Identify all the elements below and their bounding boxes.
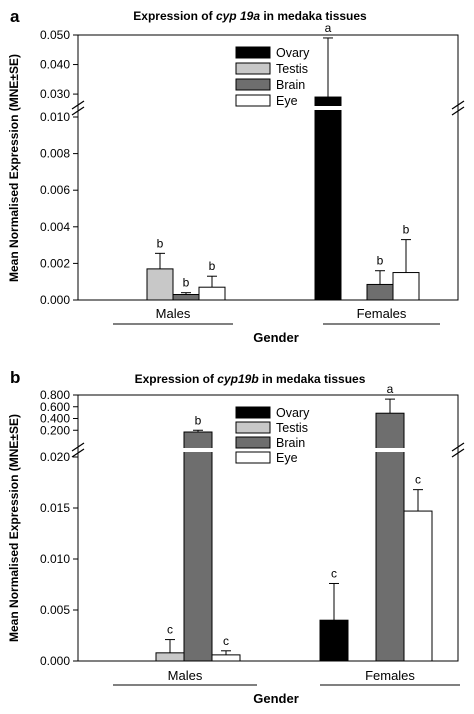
bar-eye-males — [198, 286, 226, 301]
chart-title-part: in medaka tissues — [259, 372, 366, 386]
axis-break-mark — [451, 106, 465, 116]
chart-title-part: cyp 19a — [216, 9, 260, 23]
legend-label: Eye — [276, 94, 298, 108]
legend-swatch-ovary — [235, 406, 271, 419]
y-tick-label: 0.000 — [40, 293, 70, 307]
plot-frame — [77, 394, 459, 662]
axis-break-gap — [79, 106, 457, 110]
y-tick-label: 0.010 — [40, 552, 70, 566]
y-tick-label: 0.008 — [40, 147, 70, 161]
bar-brain-males — [183, 431, 213, 662]
significance-letter: c — [167, 623, 173, 637]
axis-break-mark — [71, 106, 85, 116]
y-tick-label: 0.002 — [40, 256, 70, 270]
axis-break-mark — [451, 100, 465, 110]
significance-letter: c — [415, 473, 421, 487]
chart-title: Expression of cyp19b in medaka tissues — [135, 372, 366, 386]
legend-swatch-testis — [235, 421, 271, 434]
chart-title-part: Expression of — [135, 372, 218, 386]
legend-swatch-ovary — [235, 46, 271, 59]
significance-letter: a — [387, 382, 394, 396]
y-tick-label: 0.200 — [40, 423, 70, 437]
y-axis-label: Mean Normalised Expression (MNE±SE) — [7, 54, 21, 282]
chart-panel-a: a Expression of cyp 19a in medaka tissues… — [7, 7, 465, 345]
legend-swatch-brain — [235, 436, 271, 449]
chart-panel-b: b Expression of cyp19b in medaka tissues 0… — [7, 368, 465, 706]
x-category-label: Males — [168, 668, 203, 683]
y-tick-label: 0.006 — [40, 183, 70, 197]
x-category-label: Females — [365, 668, 415, 683]
axis-break-mark — [451, 442, 465, 452]
x-category-label: Males — [156, 306, 191, 321]
bar-brain-males — [172, 294, 200, 301]
bar-testis-males — [155, 652, 185, 662]
legend-label: Brain — [276, 436, 305, 450]
legend-label: Ovary — [276, 46, 310, 60]
y-tick-label: 0.000 — [40, 654, 70, 668]
significance-letter: b — [377, 254, 384, 268]
legend-swatch-eye — [235, 94, 271, 107]
y-tick-label: 0.030 — [40, 87, 70, 101]
significance-letter: b — [403, 223, 410, 237]
legend-swatch-eye — [235, 451, 271, 464]
x-category-label: Females — [357, 306, 407, 321]
significance-letter: a — [325, 21, 332, 35]
bar-testis-males — [146, 268, 174, 301]
chart-title-part: cyp19b — [217, 372, 258, 386]
x-axis-label: Gender — [253, 330, 299, 345]
bar-eye-males — [211, 654, 241, 662]
legend-label: Testis — [276, 421, 308, 435]
bar-ovary-females — [319, 619, 349, 662]
y-tick-label: 0.004 — [40, 220, 70, 234]
axis-break-mark — [71, 100, 85, 110]
legend-swatch-testis — [235, 62, 271, 75]
y-tick-label: 0.400 — [40, 412, 70, 426]
bar-brain-females — [366, 283, 394, 301]
y-tick-label: 0.005 — [40, 603, 70, 617]
axis-break-gap — [79, 448, 457, 452]
chart-title-part: in medaka tissues — [260, 9, 367, 23]
axis-break-mark — [71, 442, 85, 452]
legend-label: Eye — [276, 451, 298, 465]
y-tick-label: 0.015 — [40, 501, 70, 515]
bar-ovary-females — [314, 96, 342, 301]
x-axis-label: Gender — [253, 691, 299, 706]
significance-letter: b — [209, 259, 216, 273]
bar-eye-females — [403, 510, 433, 662]
significance-letter: c — [331, 566, 337, 580]
y-tick-label: 0.800 — [40, 388, 70, 402]
significance-letter: b — [157, 236, 164, 250]
legend-label: Ovary — [276, 406, 310, 420]
significance-letter: c — [223, 634, 229, 648]
y-tick-label: 0.600 — [40, 400, 70, 414]
y-tick-label: 0.020 — [40, 450, 70, 464]
axis-break-mark — [451, 448, 465, 458]
legend-label: Testis — [276, 62, 308, 76]
y-tick-label: 0.040 — [40, 58, 70, 72]
significance-letter: b — [195, 413, 202, 427]
plot-frame — [77, 34, 459, 301]
y-tick-label: 0.010 — [40, 110, 70, 124]
y-axis-label: Mean Normalised Expression (MNE±SE) — [7, 414, 21, 642]
chart-title-part: Expression of — [133, 9, 216, 23]
bar-eye-females — [392, 272, 420, 301]
y-tick-label: 0.050 — [40, 28, 70, 42]
chart-title: Expression of cyp 19a in medaka tissues — [133, 9, 367, 23]
legend-label: Brain — [276, 78, 305, 92]
panel-label: b — [10, 368, 20, 387]
panel-label: a — [10, 7, 20, 26]
significance-letter: b — [183, 276, 190, 290]
axis-break-mark — [71, 448, 85, 458]
legend-swatch-brain — [235, 78, 271, 91]
